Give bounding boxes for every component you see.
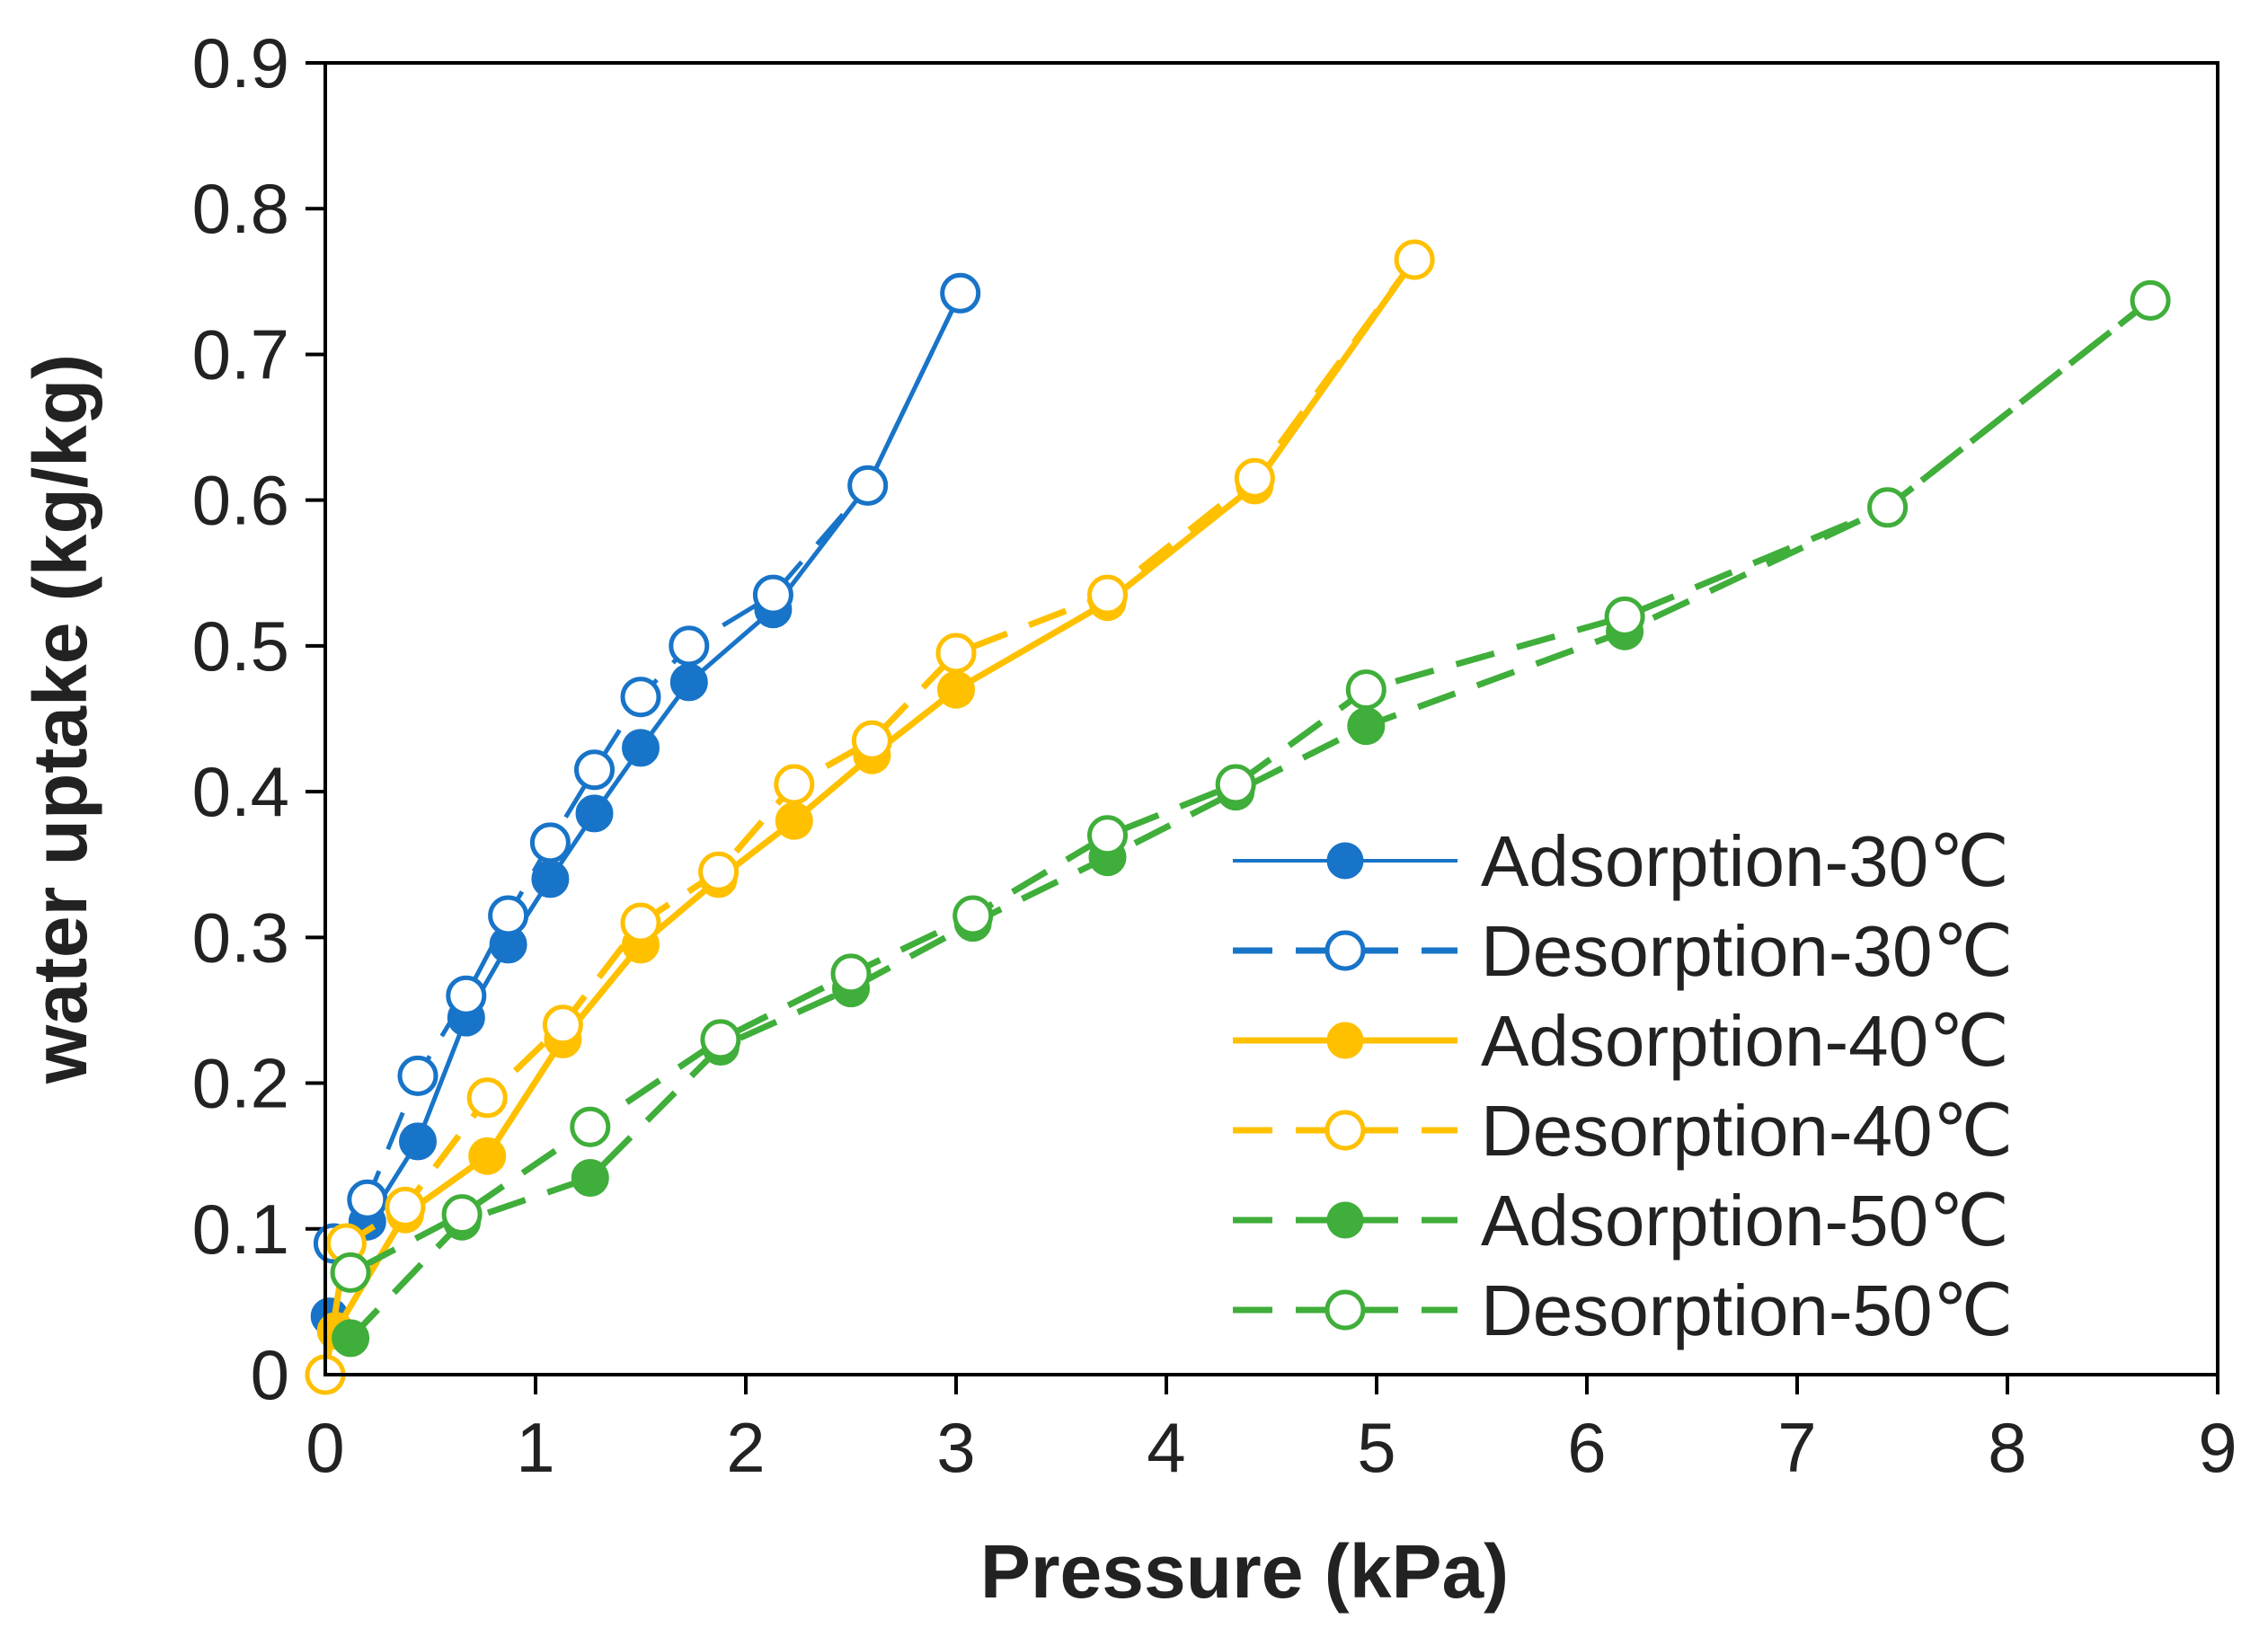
axis-ticks: 0 1 2 3 4 5 6 7 8 9 0 0.1 0.2 0.3 0.4 0.5 0.6 0.7 0.8 0.9 bbox=[192, 23, 2237, 1487]
data-point bbox=[397, 1055, 439, 1096]
x-tick-label: 2 bbox=[726, 1408, 765, 1487]
legend-marker bbox=[1326, 842, 1364, 880]
data-point bbox=[1867, 487, 1909, 528]
legend-label: Desorption-50℃ bbox=[1481, 1270, 2013, 1350]
y-tick-label: 0.5 bbox=[192, 606, 289, 686]
data-point bbox=[574, 749, 615, 791]
legend-marker bbox=[1324, 1289, 1366, 1331]
legend-item: Desorption-50℃ bbox=[1233, 1270, 2013, 1350]
data-point bbox=[952, 895, 994, 936]
data-point bbox=[332, 1319, 370, 1358]
data-point bbox=[752, 574, 793, 615]
data-point bbox=[851, 720, 892, 761]
series-adsorption-40 bbox=[316, 241, 1434, 1350]
series-adsorption-30 bbox=[310, 274, 979, 1336]
legend-label: Adsorption-50℃ bbox=[1481, 1181, 2009, 1261]
data-point bbox=[940, 272, 981, 314]
legend-label: Desorption-30℃ bbox=[1481, 911, 2013, 991]
legend-marker bbox=[1326, 1022, 1364, 1059]
y-tick-label: 0.6 bbox=[192, 461, 289, 540]
data-series bbox=[305, 239, 2171, 1395]
series-line bbox=[349, 297, 2153, 1276]
y-tick-label: 0.7 bbox=[192, 314, 289, 394]
data-point bbox=[620, 902, 661, 943]
legend-item: Desorption-40℃ bbox=[1233, 1091, 2013, 1171]
y-tick-label: 0 bbox=[251, 1335, 289, 1414]
legend-marker bbox=[1326, 1201, 1364, 1239]
data-point bbox=[775, 801, 813, 840]
series-line bbox=[327, 292, 962, 1318]
data-point bbox=[669, 625, 710, 667]
y-tick-label: 0.8 bbox=[192, 169, 289, 248]
x-tick-label: 1 bbox=[516, 1408, 554, 1487]
data-point bbox=[847, 465, 889, 506]
data-point bbox=[1394, 239, 1435, 280]
x-tick-label: 8 bbox=[1988, 1408, 2026, 1487]
series-desorption-50 bbox=[330, 279, 2171, 1293]
data-point bbox=[570, 1106, 611, 1147]
data-point bbox=[1234, 457, 1275, 499]
x-tick-label: 7 bbox=[1777, 1408, 1816, 1487]
legend-item: Adsorption-50℃ bbox=[1233, 1181, 2009, 1261]
data-point bbox=[830, 953, 872, 995]
data-point bbox=[488, 895, 529, 936]
y-tick-label: 0.4 bbox=[192, 752, 289, 831]
data-point bbox=[698, 851, 740, 892]
data-point bbox=[330, 1252, 371, 1293]
data-point bbox=[529, 822, 571, 863]
data-point bbox=[1604, 596, 1645, 637]
x-tick-label: 3 bbox=[936, 1408, 975, 1487]
y-tick-label: 0.9 bbox=[192, 23, 289, 102]
series-desorption-40 bbox=[305, 239, 1435, 1395]
data-point bbox=[1347, 707, 1386, 746]
data-point bbox=[571, 1159, 609, 1197]
data-point bbox=[441, 1194, 483, 1235]
plot-area-frame bbox=[323, 61, 2219, 1376]
legend: Adsorption-30℃ Desorption-30℃ Adsorption-4… bbox=[1233, 821, 2013, 1350]
data-point bbox=[669, 663, 708, 702]
y-tick-label: 0.2 bbox=[192, 1044, 289, 1123]
data-point bbox=[622, 729, 660, 767]
x-tick-label: 0 bbox=[306, 1408, 344, 1487]
data-point bbox=[1215, 764, 1256, 805]
legend-label: Adsorption-30℃ bbox=[1481, 821, 2009, 901]
legend-label: Desorption-40℃ bbox=[1481, 1091, 2013, 1171]
series-line bbox=[348, 297, 2153, 1341]
y-axis-title: water uptake (kg/kg) bbox=[18, 354, 102, 1084]
data-point bbox=[935, 633, 977, 674]
series-line bbox=[332, 292, 962, 1245]
data-point bbox=[1345, 669, 1386, 711]
legend-label: Adsorption-40℃ bbox=[1481, 1001, 2009, 1081]
x-tick-label: 4 bbox=[1147, 1408, 1185, 1487]
legend-marker bbox=[1324, 1110, 1366, 1151]
legend-marker bbox=[1324, 930, 1366, 971]
data-point bbox=[700, 1019, 741, 1060]
data-point bbox=[446, 975, 487, 1016]
x-axis-title: Pressure (kPa) bbox=[980, 1529, 1509, 1614]
legend-item: Desorption-30℃ bbox=[1233, 911, 2013, 991]
x-tick-label: 5 bbox=[1357, 1408, 1395, 1487]
data-point bbox=[774, 764, 815, 805]
data-point bbox=[385, 1186, 426, 1227]
data-point bbox=[1087, 815, 1128, 856]
y-tick-label: 0.3 bbox=[192, 898, 289, 977]
data-point bbox=[466, 1077, 508, 1119]
legend-item: Adsorption-40℃ bbox=[1233, 1001, 2009, 1081]
series-line bbox=[322, 257, 1417, 1376]
data-point bbox=[468, 1137, 507, 1175]
data-point bbox=[542, 1004, 583, 1046]
data-point bbox=[1087, 574, 1128, 615]
data-point bbox=[399, 1122, 437, 1161]
legend-item: Adsorption-30℃ bbox=[1233, 821, 2009, 901]
data-point bbox=[937, 670, 975, 709]
x-tick-label: 6 bbox=[1567, 1408, 1606, 1487]
y-tick-label: 0.1 bbox=[192, 1190, 289, 1269]
data-point bbox=[575, 794, 614, 833]
data-point bbox=[2130, 279, 2171, 321]
data-point bbox=[620, 677, 661, 718]
data-point bbox=[347, 1179, 388, 1220]
x-tick-label: 9 bbox=[2198, 1408, 2237, 1487]
